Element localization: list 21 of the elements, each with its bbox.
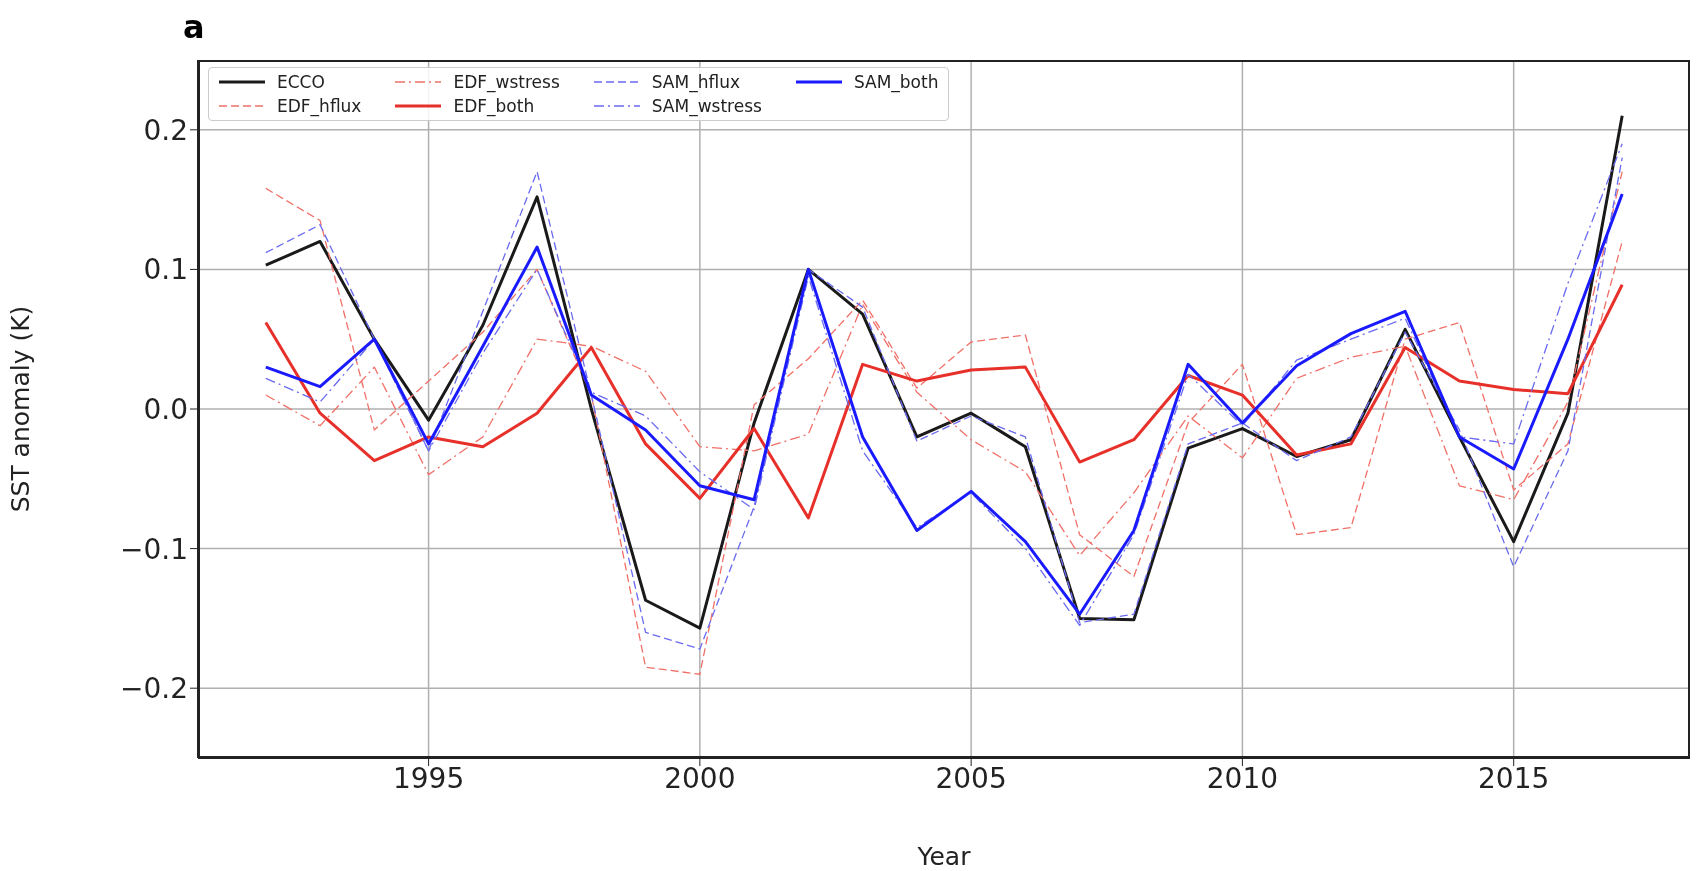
legend-label: SAM_hflux <box>651 72 740 92</box>
chart-title: a <box>183 8 205 46</box>
x-tick-label: 2010 <box>1206 761 1279 795</box>
legend-label: EDF_both <box>453 96 535 116</box>
x-tick-label: 2000 <box>664 761 736 795</box>
y-tick-label: 0.1 <box>143 253 188 287</box>
y-tick-label: −0.1 <box>120 532 188 566</box>
legend-label: SAM_both <box>853 72 939 92</box>
legend-label: EDF_hflux <box>277 96 362 116</box>
x-axis-title: Year <box>916 842 972 871</box>
x-tick-label: 2005 <box>935 761 1007 795</box>
x-tick-label: 1995 <box>392 761 465 795</box>
x-tick-label: 2015 <box>1478 761 1550 795</box>
y-tick-label: −0.2 <box>120 672 188 706</box>
y-axis-title: SST anomaly (K) <box>5 305 35 513</box>
legend-label: SAM_wstress <box>651 96 762 116</box>
legend-label: EDF_wstress <box>453 72 560 92</box>
y-tick-label: 0.0 <box>143 392 188 426</box>
y-tick-label: 0.2 <box>143 113 188 147</box>
line-series <box>264 283 1624 520</box>
legend-label: ECCO <box>277 72 325 92</box>
